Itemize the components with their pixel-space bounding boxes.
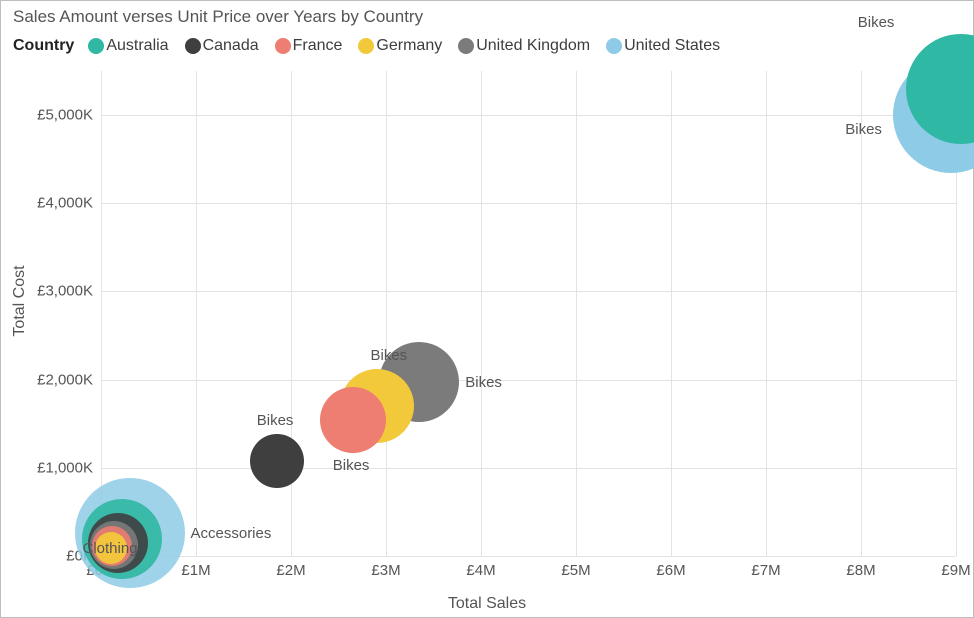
legend-swatch-icon — [185, 38, 201, 54]
legend-item-france[interactable]: France — [275, 37, 343, 55]
x-tick-label: £6M — [656, 562, 685, 579]
legend-swatch-icon — [275, 38, 291, 54]
gridline-vertical — [576, 71, 577, 556]
bubble-label: Bikes — [371, 347, 408, 364]
chart-frame: Sales Amount verses Unit Price over Year… — [0, 0, 974, 618]
gridline-vertical — [196, 71, 197, 556]
legend-label: Germany — [376, 37, 442, 55]
x-tick-label: £5M — [561, 562, 590, 579]
legend-label: United States — [624, 37, 720, 55]
legend-title: Country — [13, 37, 74, 55]
chart-title: Sales Amount verses Unit Price over Year… — [13, 7, 423, 27]
x-tick-label: £7M — [751, 562, 780, 579]
bubble[interactable] — [320, 387, 386, 453]
gridline-horizontal — [101, 291, 956, 292]
x-tick-label: £2M — [276, 562, 305, 579]
x-axis-label: Total Sales — [448, 595, 526, 613]
legend-item-germany[interactable]: Germany — [358, 37, 442, 55]
gridline-vertical — [766, 71, 767, 556]
y-tick-label: £2,000K — [13, 371, 93, 388]
legend-label: United Kingdom — [476, 37, 590, 55]
x-tick-label: £8M — [846, 562, 875, 579]
legend-swatch-icon — [88, 38, 104, 54]
bubble-label: Clothing — [83, 540, 138, 557]
legend: Country Australia Canada France Germany … — [13, 37, 730, 55]
legend-item-canada[interactable]: Canada — [185, 37, 259, 55]
gridline-horizontal — [101, 203, 956, 204]
y-tick-label: £4,000K — [13, 195, 93, 212]
legend-label: France — [293, 37, 343, 55]
bubble-label: Bikes — [858, 14, 895, 31]
bubble-label: Bikes — [257, 412, 294, 429]
bubble-label: Bikes — [333, 457, 370, 474]
gridline-vertical — [481, 71, 482, 556]
gridline-horizontal — [101, 380, 956, 381]
gridline-horizontal — [101, 115, 956, 116]
x-tick-label: £9M — [941, 562, 970, 579]
plot-area[interactable]: £0M£1M£2M£3M£4M£5M£6M£7M£8M£9M£0K£1,000K… — [101, 71, 956, 556]
legend-item-united-kingdom[interactable]: United Kingdom — [458, 37, 590, 55]
bubble-label: Accessories — [191, 525, 272, 542]
legend-swatch-icon — [606, 38, 622, 54]
y-axis-label: Total Cost — [11, 265, 29, 336]
x-tick-label: £4M — [466, 562, 495, 579]
x-tick-label: £1M — [181, 562, 210, 579]
legend-label: Australia — [106, 37, 168, 55]
gridline-vertical — [386, 71, 387, 556]
legend-swatch-icon — [358, 38, 374, 54]
legend-item-united-states[interactable]: United States — [606, 37, 720, 55]
legend-label: Canada — [203, 37, 259, 55]
gridline-vertical — [671, 71, 672, 556]
gridline-vertical — [101, 71, 102, 556]
y-tick-label: £5,000K — [13, 107, 93, 124]
gridline-vertical — [861, 71, 862, 556]
bubble-label: Bikes — [845, 121, 882, 138]
bubble[interactable] — [250, 434, 304, 488]
legend-item-australia[interactable]: Australia — [88, 37, 168, 55]
y-tick-label: £1,000K — [13, 459, 93, 476]
bubble-label: Bikes — [465, 374, 502, 391]
x-tick-label: £3M — [371, 562, 400, 579]
gridline-horizontal — [101, 468, 956, 469]
legend-swatch-icon — [458, 38, 474, 54]
gridline-horizontal — [101, 556, 956, 557]
